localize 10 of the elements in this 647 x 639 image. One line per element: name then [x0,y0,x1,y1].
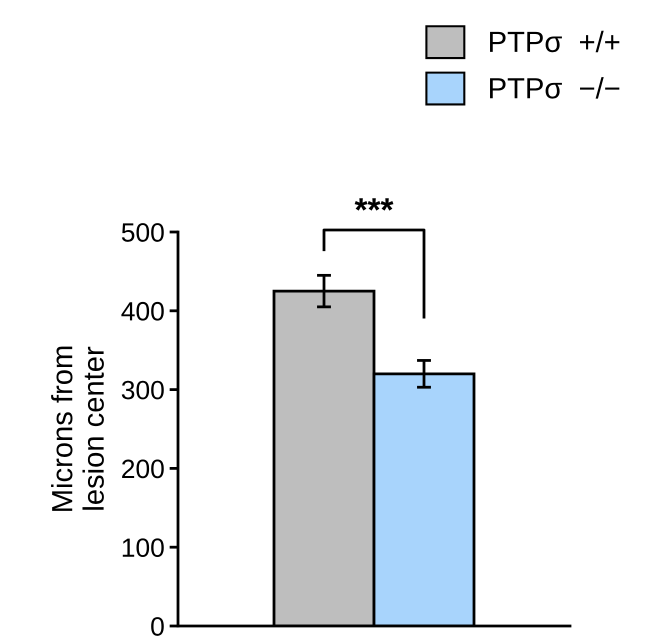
y-tick-label: 300 [122,380,164,400]
legend-label: PTPσ −/− [490,77,620,99]
y-axis-title: Microns from lesion center [51,346,104,511]
y-tick-label: 0 [151,617,164,636]
y-tick-label: 400 [121,302,164,321]
y-tick-label: 500 [122,223,164,242]
legend-label: PTPσ +/+ [490,30,620,52]
text: *** [354,198,394,211]
y-tick-label: 100 [122,538,164,558]
y-tick-label: 200 [122,460,164,478]
